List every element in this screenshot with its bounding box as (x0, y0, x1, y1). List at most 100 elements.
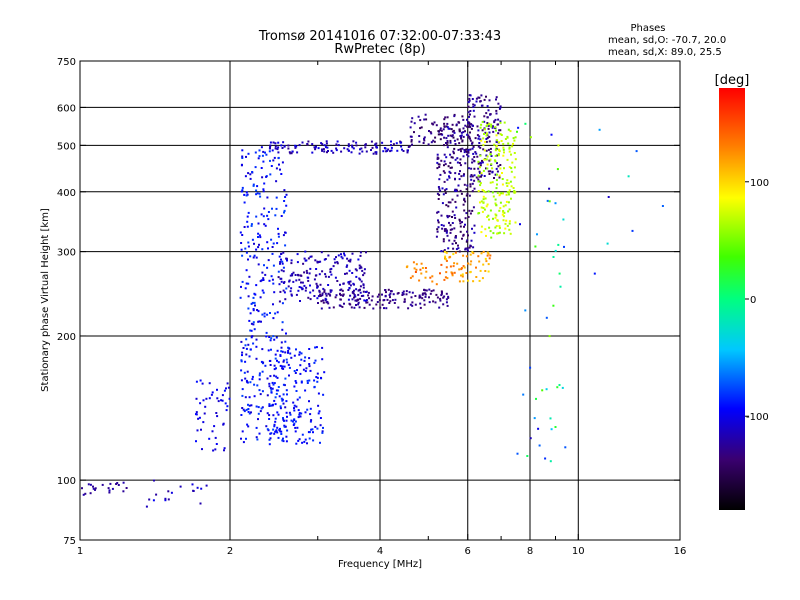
data-point (406, 151, 409, 154)
data-point (351, 290, 354, 293)
data-point (300, 286, 303, 289)
data-point (226, 382, 229, 385)
data-point (273, 423, 276, 426)
data-point (477, 162, 480, 165)
data-point (439, 127, 442, 130)
data-point (466, 239, 469, 242)
data-point (441, 187, 444, 190)
data-point (444, 192, 447, 194)
data-point (269, 437, 272, 440)
data-point (481, 189, 484, 191)
data-point (351, 298, 354, 301)
data-point (355, 275, 358, 278)
data-point (304, 389, 307, 392)
data-point (529, 366, 532, 369)
data-point (223, 389, 226, 392)
data-point (475, 100, 478, 103)
data-point (436, 192, 439, 195)
data-point (349, 303, 352, 306)
data-point (411, 117, 414, 120)
data-point (167, 498, 170, 501)
data-point (446, 126, 449, 129)
data-point (464, 200, 467, 203)
data-point (437, 186, 440, 188)
data-point (247, 408, 250, 410)
data-point (438, 187, 441, 190)
data-point (414, 295, 417, 297)
colorbar-tick-label: -100 (746, 412, 769, 423)
data-point (495, 214, 498, 217)
data-point (337, 254, 340, 257)
data-point (468, 97, 471, 100)
data-point (449, 224, 452, 227)
data-point (465, 150, 468, 153)
data-point (223, 449, 225, 452)
data-point (287, 144, 290, 147)
data-point (422, 292, 425, 295)
data-point (483, 175, 486, 177)
x-tick-label: 2 (227, 546, 233, 557)
data-point (295, 390, 298, 392)
data-point (484, 128, 486, 131)
data-point (486, 116, 489, 119)
data-point (334, 276, 337, 279)
data-point (508, 220, 511, 223)
data-point (313, 295, 316, 297)
data-point (456, 262, 459, 265)
data-point (294, 144, 297, 147)
data-point (268, 147, 271, 150)
data-point (440, 133, 443, 135)
data-point (295, 405, 298, 408)
data-point (266, 266, 269, 269)
data-point (290, 259, 293, 262)
data-point (435, 235, 438, 238)
data-point (248, 404, 251, 407)
data-point (480, 206, 483, 209)
data-point (266, 241, 269, 244)
data-point (450, 166, 453, 169)
data-point (478, 260, 481, 263)
data-point (261, 154, 264, 157)
data-point (458, 142, 461, 145)
data-point (281, 321, 284, 324)
data-point (425, 270, 428, 273)
data-point (459, 189, 462, 192)
data-point (452, 129, 455, 132)
data-point (285, 358, 288, 361)
data-point (350, 306, 353, 309)
data-point (266, 428, 269, 431)
data-point (498, 209, 501, 212)
data-point (412, 261, 415, 264)
data-point (454, 177, 456, 180)
data-point (257, 236, 259, 238)
data-point (312, 439, 315, 442)
data-point (347, 259, 350, 262)
data-point (441, 227, 444, 230)
data-point (444, 163, 447, 166)
data-point (355, 304, 357, 306)
data-point (262, 190, 265, 193)
data-point (459, 135, 462, 137)
data-point (287, 346, 290, 349)
data-point (290, 294, 293, 297)
data-point (485, 132, 488, 135)
data-point (471, 175, 474, 178)
data-point (255, 284, 258, 287)
data-point (276, 411, 279, 414)
data-point (258, 378, 261, 381)
data-point (312, 431, 314, 434)
data-point (328, 293, 331, 296)
data-point (259, 410, 262, 413)
data-point (252, 183, 255, 186)
data-point (255, 345, 258, 348)
data-point (467, 216, 470, 218)
data-point (278, 163, 280, 166)
data-point (487, 148, 490, 151)
data-point (290, 293, 293, 296)
data-point (471, 227, 473, 230)
data-point (308, 437, 311, 440)
data-point (323, 371, 326, 374)
data-point (489, 230, 492, 233)
data-point (295, 442, 298, 445)
data-point (471, 161, 474, 164)
